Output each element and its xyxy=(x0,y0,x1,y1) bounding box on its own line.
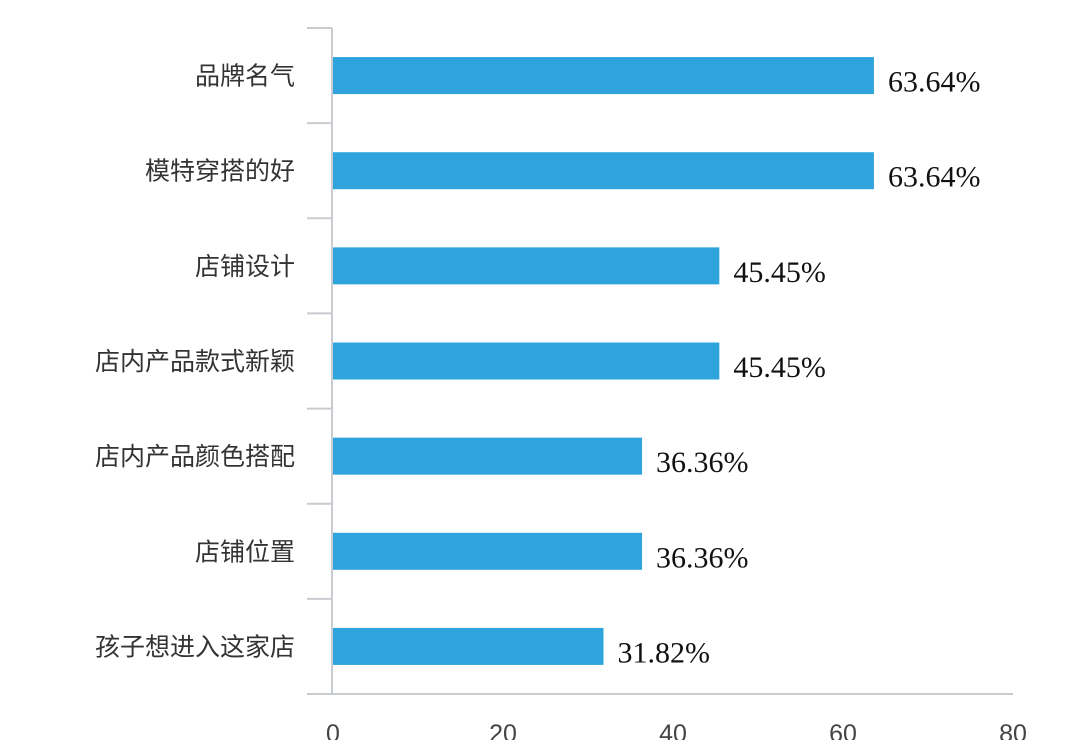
axes xyxy=(307,27,1013,695)
data-label: 63.64% xyxy=(888,66,981,99)
bar xyxy=(333,57,874,95)
data-label: 63.64% xyxy=(888,161,981,194)
x-tick-label: 80 xyxy=(999,720,1027,740)
bar xyxy=(333,342,720,380)
labels-layer: 0 20 40 60 80 品牌名气 63.64% 模特穿搭的好 63.64% 店铺设计 45.45… xyxy=(95,62,1027,740)
category-label: 品牌名气 xyxy=(195,62,295,91)
data-label: 36.36% xyxy=(656,541,749,574)
bar xyxy=(333,437,643,475)
data-label: 45.45% xyxy=(733,351,826,384)
x-tick-label: 40 xyxy=(659,720,687,740)
x-tick-label: 20 xyxy=(489,720,517,740)
category-label: 模特穿搭的好 xyxy=(145,157,295,186)
category-label: 店铺位置 xyxy=(195,537,295,566)
data-label: 45.45% xyxy=(733,256,826,289)
bars-layer xyxy=(333,57,874,665)
category-label: 店铺设计 xyxy=(195,252,295,281)
data-label: 36.36% xyxy=(656,446,749,479)
category-label: 店内产品颜色搭配 xyxy=(95,442,295,471)
x-tick-label: 0 xyxy=(326,720,340,740)
category-label: 店内产品款式新颖 xyxy=(95,347,295,376)
bar xyxy=(333,532,643,570)
x-tick-label: 60 xyxy=(829,720,857,740)
bar xyxy=(333,247,720,285)
bar xyxy=(333,627,604,665)
data-label: 31.82% xyxy=(617,636,710,669)
category-label: 孩子想进入这家店 xyxy=(95,632,295,661)
bar xyxy=(333,152,874,190)
